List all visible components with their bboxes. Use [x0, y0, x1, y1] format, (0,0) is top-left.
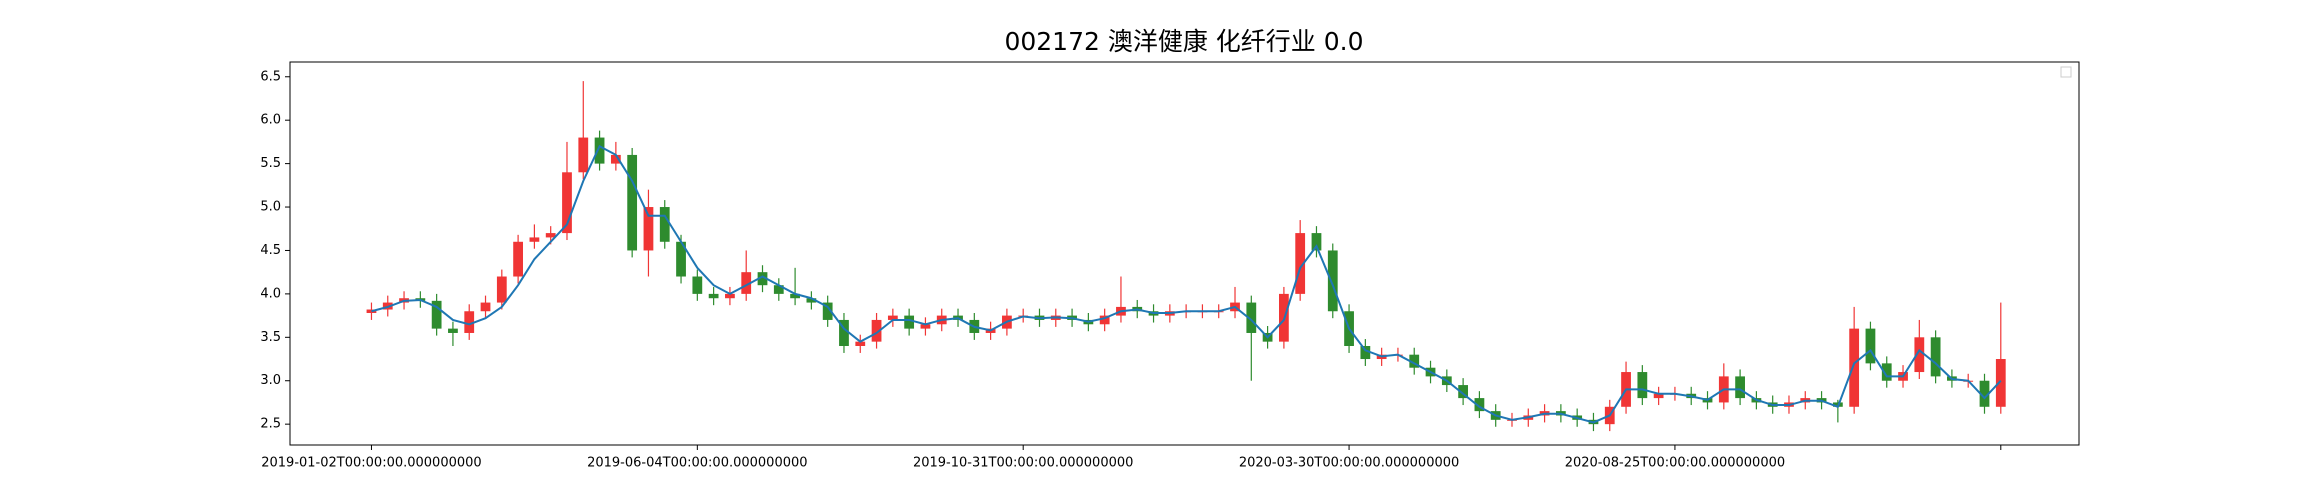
candle-body	[1995, 359, 2006, 407]
y-tick-label: 6.0	[260, 113, 281, 128]
x-tick-label: 2019-10-31T00:00:00.000000000	[913, 456, 1133, 471]
candle-body	[643, 207, 654, 251]
candle-body	[366, 309, 377, 313]
y-tick-label: 3.5	[260, 330, 281, 345]
candle-body	[562, 172, 572, 234]
candle-body	[1295, 233, 1306, 294]
candle-body	[839, 319, 849, 346]
chart-title: 002172 澳洋健康 化纤行业 0.0	[1004, 27, 1363, 56]
candle-body	[627, 154, 638, 251]
candle-body	[871, 319, 882, 342]
y-tick-label: 5.5	[260, 156, 281, 171]
x-tick-label: 2020-03-30T00:00:00.000000000	[1239, 456, 1459, 471]
candle-body	[1881, 363, 1892, 381]
candle-body	[448, 328, 458, 333]
candle-body	[1653, 393, 1664, 399]
candle-body	[594, 137, 605, 164]
candle-body	[1865, 328, 1876, 364]
candle-body	[855, 341, 866, 346]
candle-body	[1099, 315, 1110, 325]
candle-body	[464, 311, 475, 333]
candle-body	[529, 237, 540, 242]
candle-body	[1327, 250, 1338, 312]
candle-body	[1914, 337, 1925, 373]
candle-body	[1637, 372, 1648, 399]
candle-body	[1409, 354, 1420, 368]
candle-body	[806, 298, 817, 303]
candle-body	[659, 207, 670, 242]
candle-body	[920, 324, 931, 329]
candle-body	[822, 302, 833, 320]
candle-body	[1246, 302, 1257, 333]
candle-body	[496, 276, 507, 303]
candle-body	[725, 293, 735, 299]
candle-body	[1735, 376, 1745, 399]
y-tick-label: 6.5	[260, 69, 281, 84]
candle-body	[790, 293, 800, 299]
candle-body	[1360, 345, 1371, 360]
candle-body	[708, 293, 719, 299]
x-tick-label: 2020-08-25T00:00:00.000000000	[1565, 456, 1785, 471]
plot-frame	[289, 61, 2080, 446]
candle-body	[610, 154, 621, 164]
candle-body	[741, 272, 752, 294]
y-tick-label: 2.5	[260, 417, 281, 432]
candle-body	[513, 241, 523, 277]
candle-body	[757, 272, 768, 286]
candle-body	[578, 137, 589, 173]
candle-body	[1311, 233, 1322, 251]
candle-body	[480, 302, 491, 312]
y-tick-label: 4.5	[260, 243, 281, 258]
candle-body	[1458, 385, 1469, 399]
legend-box	[2060, 66, 2072, 78]
candle-body	[904, 315, 915, 329]
candle-body	[676, 241, 686, 277]
candle-body	[887, 315, 898, 320]
candle-body	[545, 233, 556, 238]
candle-body	[1849, 328, 1860, 407]
y-tick-label: 3.0	[260, 373, 281, 388]
candle-body	[692, 276, 703, 294]
x-tick-label: 2019-01-02T00:00:00.000000000	[261, 456, 481, 471]
y-tick-label: 5.0	[260, 200, 281, 215]
candle-body	[1474, 398, 1485, 412]
candle-body	[1979, 380, 1990, 407]
x-tick-label: 2019-06-04T00:00:00.000000000	[587, 456, 807, 471]
candle-body	[1930, 337, 1941, 377]
y-tick-label: 4.0	[260, 286, 281, 301]
moving-average-line	[371, 144, 2002, 424]
candle-body	[431, 300, 442, 329]
candle-body	[773, 285, 784, 294]
